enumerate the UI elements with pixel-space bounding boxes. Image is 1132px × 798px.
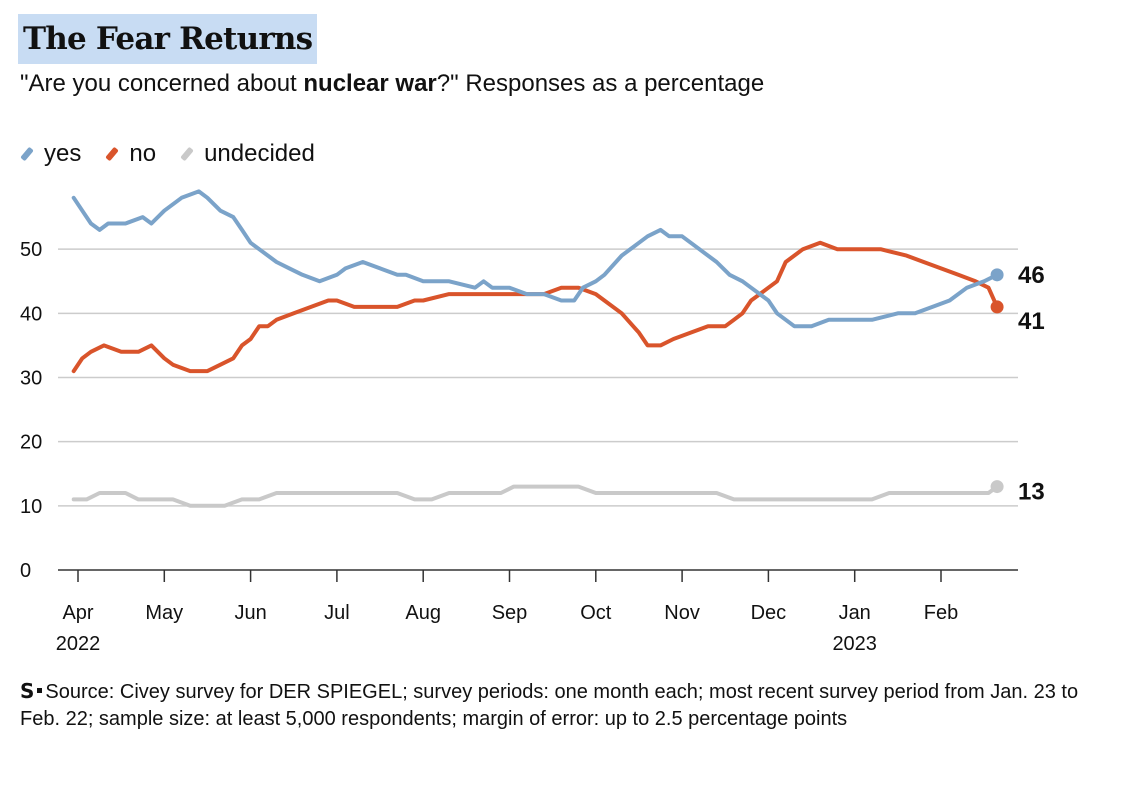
- x-tick-label-Jan: Jan: [839, 602, 871, 624]
- source-note: S Source: Civey survey for DER SPIEGEL; s…: [20, 678, 1080, 733]
- end-label-undecided: 13: [1018, 479, 1045, 506]
- legend-item-no: no: [105, 140, 156, 168]
- title-highlight: The Fear Returns: [18, 14, 318, 64]
- legend-label-no: no: [129, 140, 157, 167]
- x-tick-label-Dec: Dec: [751, 602, 787, 624]
- spiegel-logo: S: [20, 679, 35, 703]
- subtitle-text-start: "Are you concerned about: [20, 70, 304, 97]
- end-dot-undecided: [990, 480, 1004, 494]
- series-lines: [71, 189, 1000, 508]
- chart-title: The Fear Returns: [23, 21, 313, 57]
- series-line-no: [71, 240, 1000, 374]
- x-tick-label-Oct: Oct: [580, 602, 612, 624]
- legend-label-yes: yes: [44, 140, 82, 167]
- legend-item-yes: yes: [20, 140, 81, 168]
- line-chart: 0 10 20 30 40 50 Apr 2022 May Jun Jul Aug Sep Oct Nov…: [20, 189, 1045, 655]
- chart-subtitle: "Are you concerned about nuclear war?" R…: [20, 70, 764, 98]
- end-dot-no: [990, 300, 1004, 314]
- y-tick-label-30: 30: [20, 368, 42, 390]
- x-tick-label-Nov: Nov: [664, 602, 700, 624]
- end-labels: 46 41 13: [990, 262, 1045, 506]
- x-tick-label-Jun: Jun: [234, 602, 266, 624]
- y-tick-label-10: 10: [20, 496, 42, 518]
- y-tick-label-20: 20: [20, 432, 42, 454]
- legend-label-undecided: undecided: [204, 140, 315, 167]
- y-tick-label-40: 40: [20, 303, 42, 325]
- y-axis-ticks: 0 10 20 30 40 50: [20, 239, 42, 582]
- end-label-yes: 46: [1018, 262, 1045, 289]
- x-tick-label-Jul: Jul: [324, 602, 350, 624]
- x-axis: Apr 2022 May Jun Jul Aug Sep Oct Nov Dec Jan 2023 Fe…: [56, 569, 1018, 655]
- x-tick-label-Aug: Aug: [405, 602, 441, 624]
- x-year-label-2023: 2023: [832, 633, 877, 655]
- gridlines: [58, 248, 1018, 507]
- y-tick-label-50: 50: [20, 239, 42, 261]
- legend-item-undecided: undecided: [180, 140, 315, 168]
- end-dot-yes: [990, 268, 1004, 282]
- series-line-yes: [71, 189, 1000, 329]
- subtitle-text-end: ?" Responses as a percentage: [436, 70, 765, 97]
- x-tick-label-Feb: Feb: [924, 602, 958, 624]
- x-tick-label-Sep: Sep: [492, 602, 528, 624]
- separator-dot: [37, 688, 43, 694]
- x-tick-label-Apr: Apr: [62, 602, 93, 624]
- x-tick-label-May: May: [145, 602, 183, 624]
- chart-legend: yes no undecided: [20, 140, 339, 168]
- y-tick-label-0: 0: [20, 560, 31, 582]
- series-line-undecided: [71, 484, 1000, 508]
- subtitle-text-bold: nuclear war: [303, 70, 437, 97]
- end-label-no: 41: [1018, 308, 1045, 335]
- x-year-label-2022: 2022: [56, 633, 101, 655]
- source-text: Source: Civey survey for DER SPIEGEL; su…: [20, 681, 1079, 730]
